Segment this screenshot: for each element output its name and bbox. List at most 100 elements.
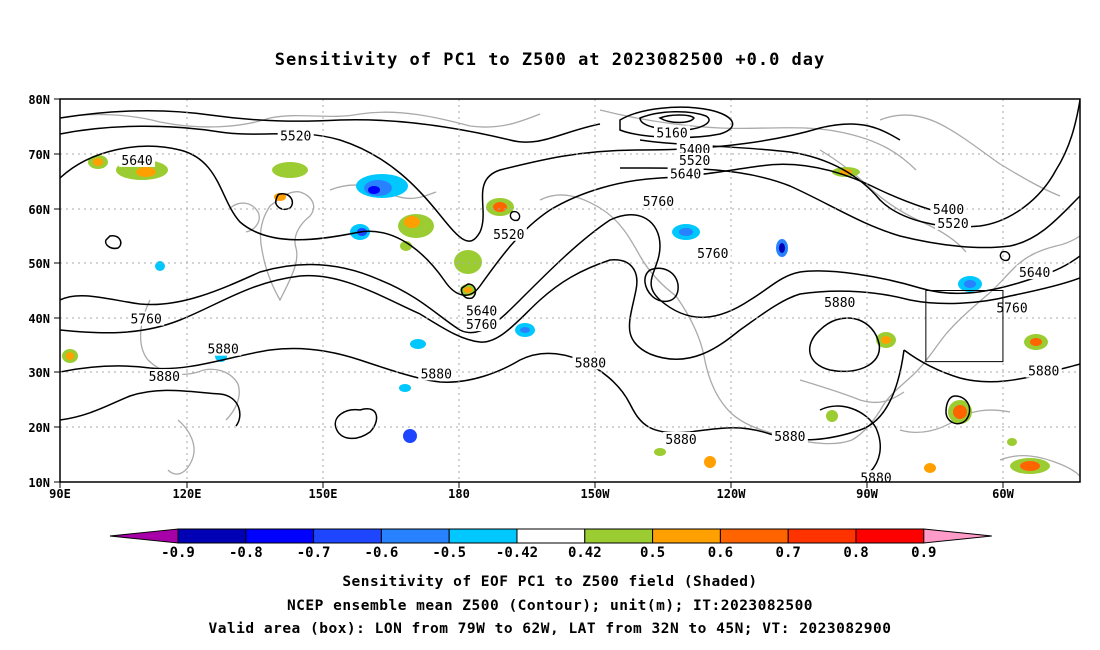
lat-label: 50N [28, 257, 50, 271]
contour-label-bg [858, 470, 894, 485]
colorbar-label: -0.7 [297, 545, 331, 561]
lat-axis: 80N 70N 60N 50N 40N 30N 20N 10N [28, 93, 60, 490]
contour-label-bg [1016, 265, 1053, 280]
contour-label-bg [463, 317, 500, 332]
z500-contours [60, 99, 1080, 473]
colorbar-segment [177, 528, 247, 544]
contour-label: 5640 [670, 168, 701, 183]
colorbar-arrow-high [923, 528, 992, 544]
lat-label: 60N [28, 203, 50, 217]
contour-label-bg [277, 128, 314, 143]
lat-label: 70N [28, 148, 50, 162]
colorbar-segment [448, 528, 518, 544]
colorbar-segment [245, 528, 315, 544]
contour-label: 5400 [933, 203, 964, 218]
contour-label: 5880 [665, 433, 696, 448]
contour-label-bg [205, 341, 242, 356]
contour-label: 5880 [1028, 365, 1059, 380]
contour-labels: 5520564051605400552056405760576055205640… [119, 125, 1062, 486]
lat-label: 40N [28, 312, 50, 326]
sensitivity-shading [62, 155, 1050, 474]
lon-label: 150W [581, 487, 611, 501]
contour-label: 5520 [280, 129, 311, 144]
contour-label: 5880 [860, 471, 891, 486]
contour-label: 5880 [575, 356, 606, 371]
contour-label: 5880 [149, 370, 180, 385]
colorbar-label: 0.8 [843, 545, 868, 561]
contour-label: 5520 [679, 154, 710, 169]
lat-label: 10N [28, 476, 50, 490]
colorbar-label: 0.42 [568, 545, 602, 561]
lon-label: 90W [856, 487, 878, 501]
contour-label: 5520 [493, 228, 524, 243]
contour-label: 5760 [996, 302, 1027, 317]
contour-label: 5880 [824, 296, 855, 311]
colorbar-label: -0.42 [496, 545, 538, 561]
contour-label-bg [146, 369, 183, 384]
colorbar-segment [516, 528, 586, 544]
contour-label-bg [930, 202, 967, 217]
lon-label: 120W [717, 487, 747, 501]
caption-contour: NCEP ensemble mean Z500 (Contour); unit(… [286, 598, 814, 614]
contour-label-bg [640, 193, 677, 208]
contour-label-bg [694, 245, 731, 260]
lat-label: 80N [28, 93, 50, 107]
colorbar-segment [313, 528, 382, 544]
contour-label: 5520 [937, 217, 968, 232]
lon-label: 120E [173, 487, 202, 501]
colorbar-segment [380, 528, 450, 544]
caption-valid-area: Valid area (box): LON from 79W to 62W, L… [208, 621, 892, 637]
contour-label-bg [676, 152, 713, 167]
coastlines [60, 109, 1080, 477]
contour-label: 5880 [208, 343, 239, 358]
contour-label-bg [490, 226, 527, 241]
contour-label-bg [935, 215, 972, 230]
colorbar-segment [584, 528, 654, 544]
colorbar-label: -0.8 [229, 545, 263, 561]
contour-label: 5640 [1019, 266, 1050, 281]
contour-label: 5760 [697, 247, 728, 262]
contour-label-bg [572, 355, 609, 370]
colorbar-segment [787, 528, 857, 544]
colorbar-label: 0.9 [911, 545, 936, 561]
contour-label: 5880 [421, 367, 452, 382]
colorbar-labels: -0.9 -0.8 -0.7 -0.6 -0.5 -0.42 0.42 0.5 0.6 0.7 0.… [161, 545, 936, 561]
colorbar-arrow-low [109, 528, 179, 544]
contour-label: 5760 [130, 313, 161, 328]
lat-label: 20N [28, 421, 50, 435]
lon-label: 180 [448, 487, 470, 501]
contour-label-bg [654, 125, 690, 140]
contour-label-bg [771, 429, 808, 444]
contour-label: 5760 [643, 195, 674, 210]
contour-label-bg [676, 141, 713, 156]
colorbar-segment [855, 528, 925, 544]
contour-label-bg [463, 303, 500, 318]
lon-label: 90E [49, 487, 71, 501]
colorbar-label: -0.5 [432, 545, 466, 561]
colorbar-label: 0.5 [640, 545, 665, 561]
lon-label: 60W [992, 487, 1014, 501]
contour-label: 5880 [774, 430, 805, 445]
colorbar-label: -0.9 [161, 545, 195, 561]
lon-label: 150E [309, 487, 338, 501]
contour-label-bg [128, 311, 165, 326]
lat-label: 30N [28, 366, 50, 380]
contour-label: 5160 [656, 127, 687, 142]
gridlines [60, 99, 1080, 482]
map-frame [59, 98, 1081, 483]
contour-label: 5640 [466, 304, 497, 319]
contour-label-bg [119, 152, 156, 167]
lon-axis: 90E 120E 150E 180 150W 120W 90W 60W [49, 482, 1015, 501]
contour-label-bg [821, 295, 858, 310]
colorbar-segment [719, 528, 789, 544]
contour-label-bg [418, 366, 455, 381]
contour-label-bg [667, 166, 704, 181]
caption-shading: Sensitivity of EOF PC1 to Z500 field (Sh… [342, 574, 758, 590]
chart-title: Sensitivity of PC1 to Z500 at 2023082500… [274, 50, 826, 70]
contour-label-bg [663, 431, 700, 446]
contour-label: 5760 [466, 318, 497, 333]
colorbar-segment [652, 528, 721, 544]
valid-area-box [925, 290, 1004, 363]
colorbar-label: 0.7 [776, 545, 801, 561]
